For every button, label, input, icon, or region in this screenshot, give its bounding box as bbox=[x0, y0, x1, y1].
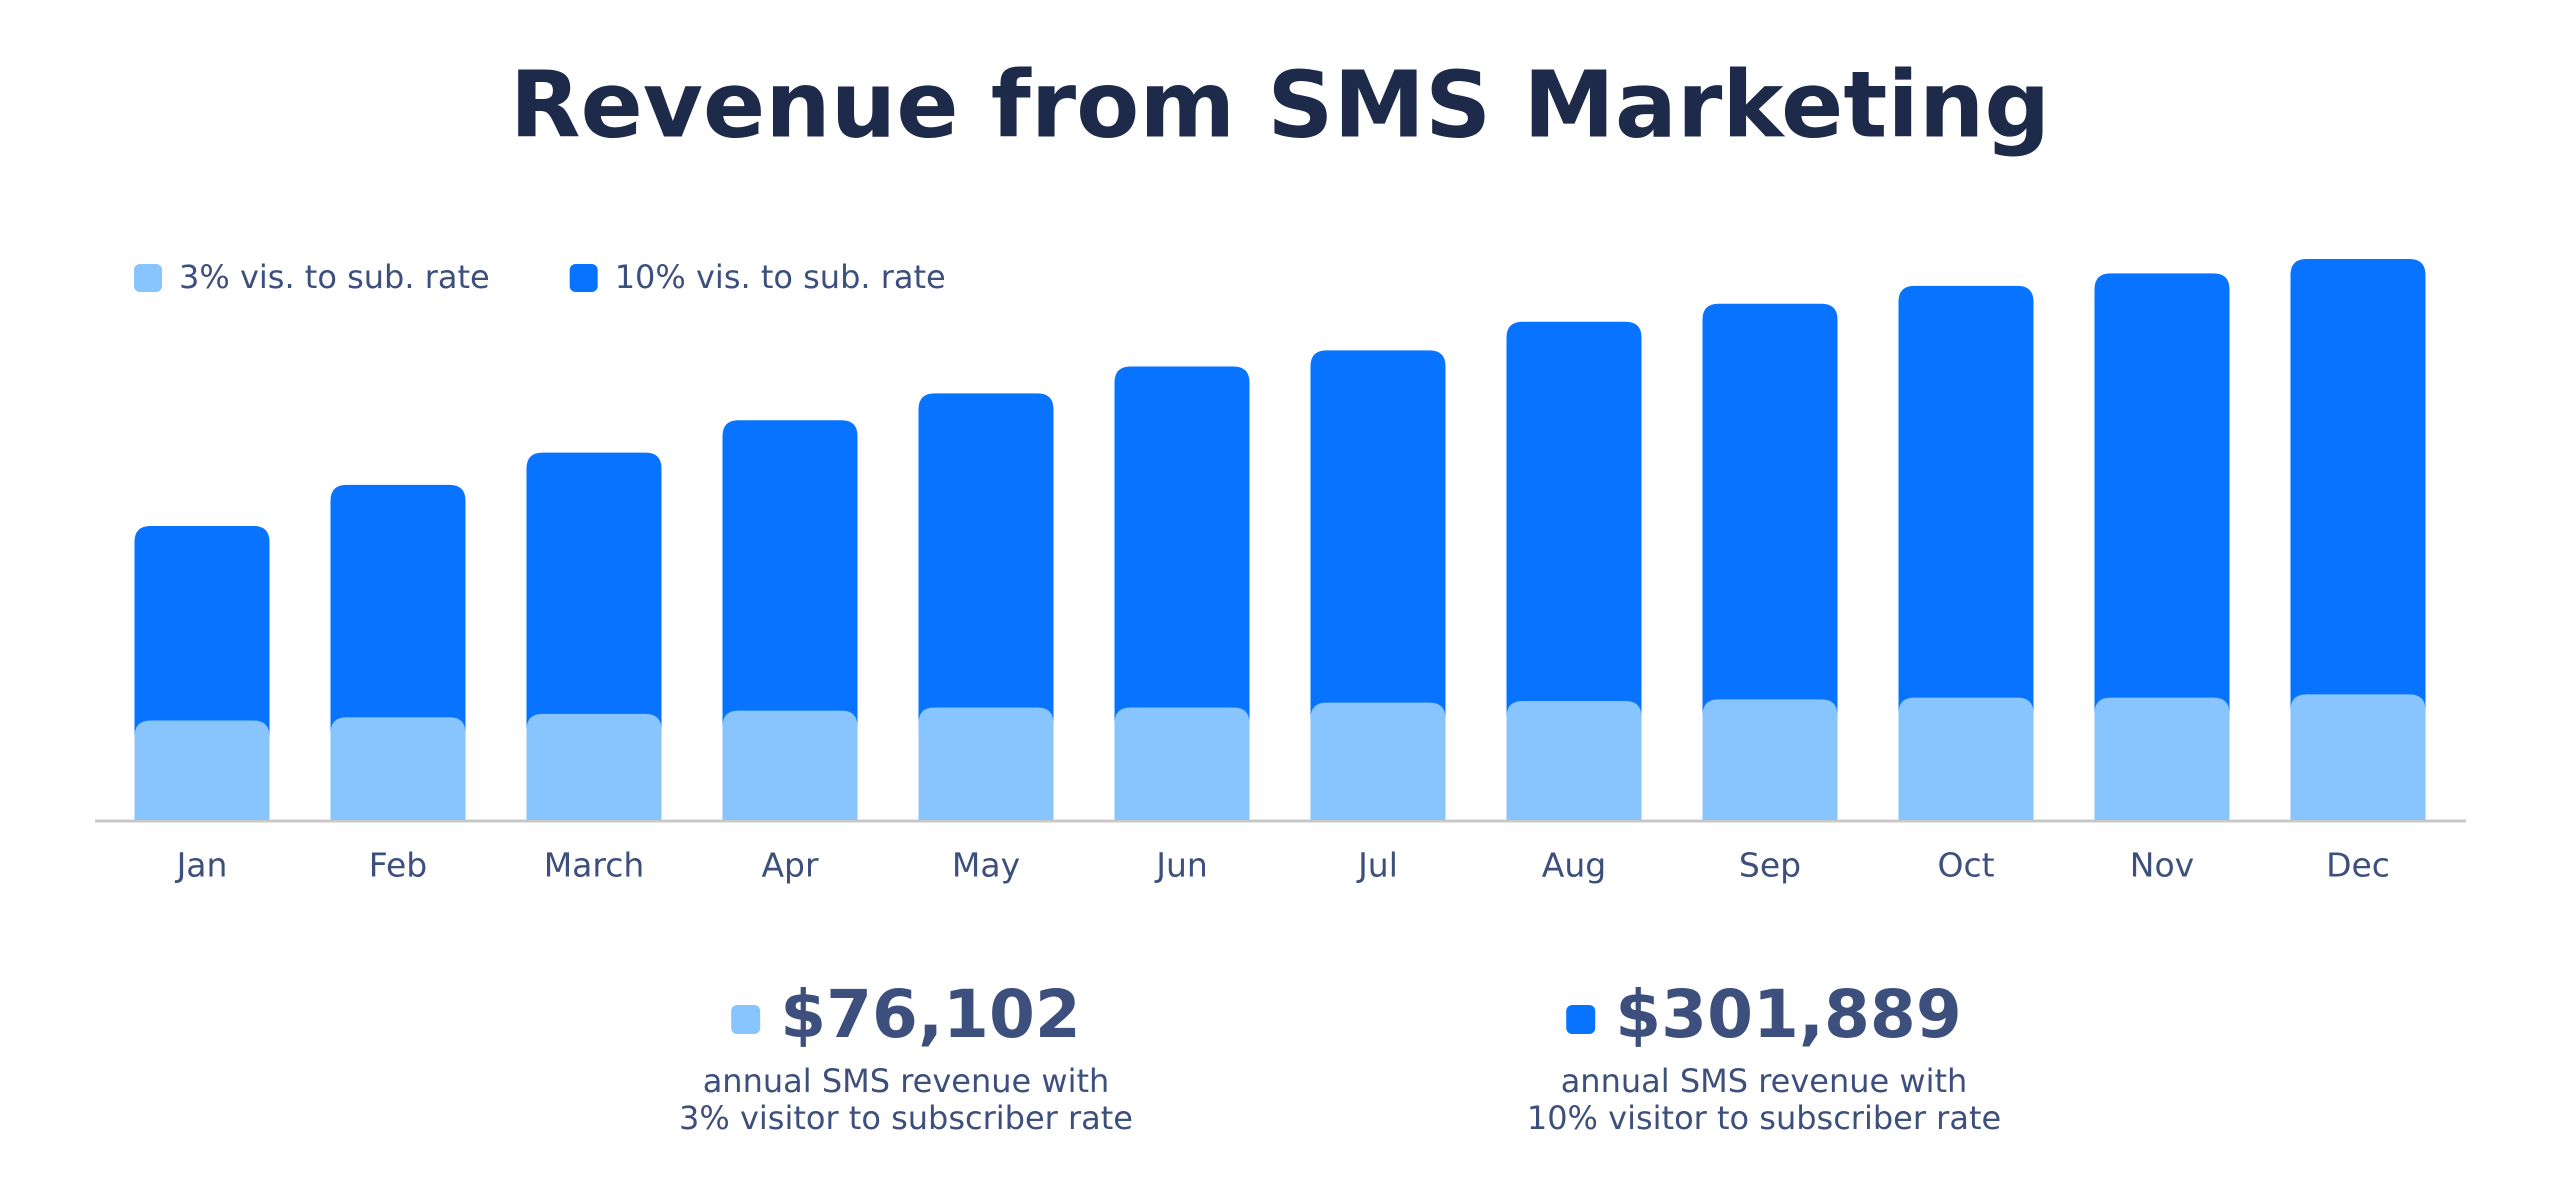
bar bbox=[1114, 707, 1250, 820]
summary-text: annual SMS revenue with bbox=[1561, 1062, 1968, 1100]
summary-swatch bbox=[731, 1005, 761, 1034]
x-tick-label: Oct bbox=[1937, 846, 1994, 885]
bar bbox=[722, 710, 858, 820]
bar bbox=[1702, 699, 1838, 820]
x-tick-label: May bbox=[952, 846, 1020, 885]
bar bbox=[2094, 697, 2230, 820]
x-tick-label: Apr bbox=[761, 846, 819, 885]
chart-title: Revenue from SMS Marketing bbox=[510, 51, 2051, 158]
x-tick-label: Jun bbox=[1154, 846, 1208, 885]
x-tick-label: Jul bbox=[1356, 846, 1398, 885]
x-tick-label: Sep bbox=[1739, 846, 1801, 885]
x-tick-label: Nov bbox=[2130, 846, 2194, 885]
summary-text: 3% visitor to subscriber rate bbox=[679, 1099, 1133, 1137]
summary-text: annual SMS revenue with bbox=[703, 1062, 1110, 1100]
bar bbox=[1506, 321, 1642, 820]
x-tick-label: Aug bbox=[1542, 846, 1606, 885]
legend-swatch bbox=[134, 264, 162, 292]
bar bbox=[1898, 285, 2034, 820]
legend-label: 3% vis. to sub. rate bbox=[179, 258, 490, 296]
bar bbox=[330, 717, 466, 820]
summary-text: 10% visitor to subscriber rate bbox=[1527, 1099, 2001, 1137]
legend-swatch bbox=[569, 264, 598, 292]
bar bbox=[134, 720, 270, 820]
summary-value: $301,889 bbox=[1615, 976, 1962, 1053]
summary-value: $76,102 bbox=[780, 976, 1081, 1053]
bar bbox=[2290, 694, 2426, 820]
bar bbox=[526, 713, 662, 820]
bar bbox=[1898, 697, 2034, 820]
bar bbox=[2094, 273, 2230, 821]
x-tick-label: Jan bbox=[175, 846, 228, 885]
bar bbox=[2290, 259, 2426, 820]
summary-swatch bbox=[1566, 1005, 1596, 1034]
x-tick-label: Feb bbox=[369, 846, 427, 885]
bar bbox=[1506, 700, 1642, 820]
legend-label: 10% vis. to sub. rate bbox=[615, 258, 946, 296]
x-tick-label: Dec bbox=[2326, 846, 2390, 885]
bar bbox=[1310, 702, 1446, 820]
x-tick-label: March bbox=[544, 846, 645, 885]
bar bbox=[918, 707, 1054, 820]
bar bbox=[1702, 303, 1838, 820]
bar bbox=[1114, 366, 1250, 820]
